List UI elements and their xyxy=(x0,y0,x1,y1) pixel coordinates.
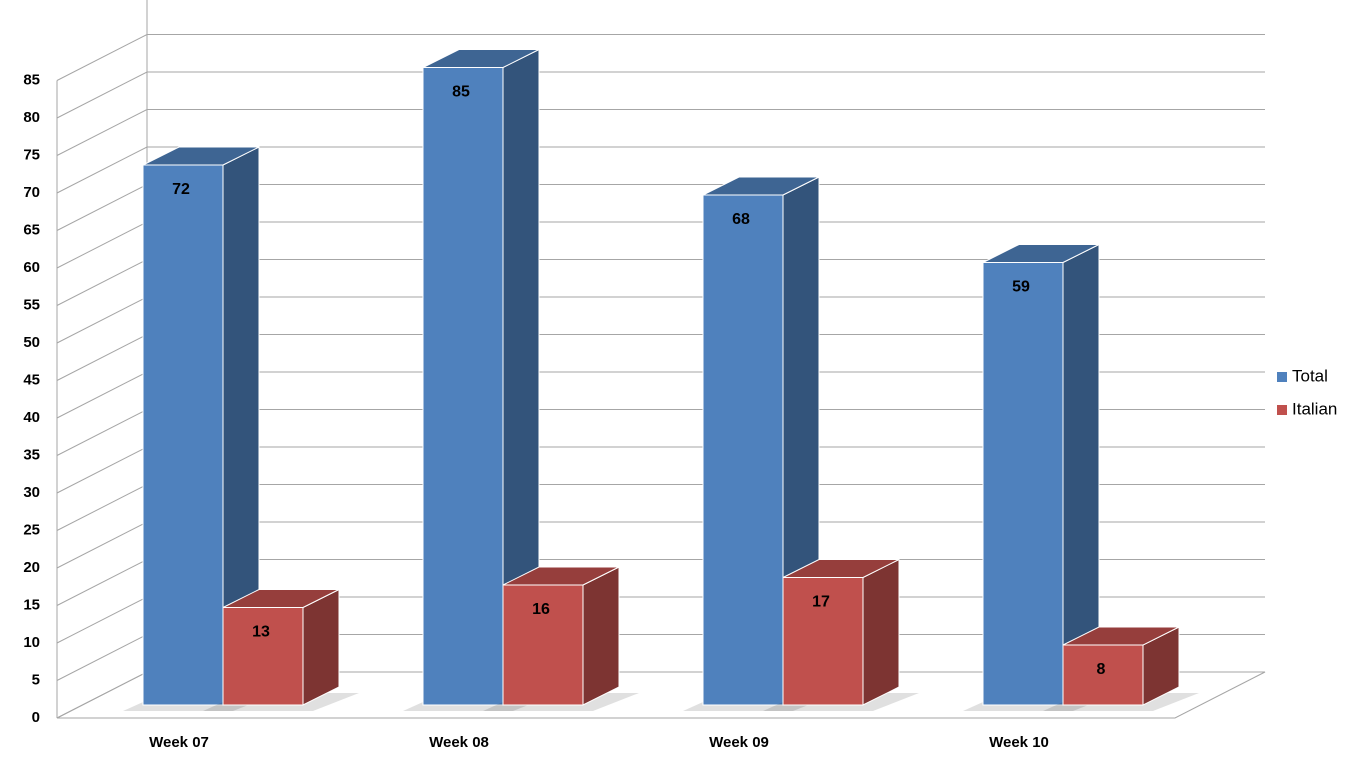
y-tick-label: 50 xyxy=(23,334,40,351)
value-label: 68 xyxy=(732,211,750,228)
legend-label: Italian xyxy=(1292,399,1337,418)
y-tick-label: 75 xyxy=(23,146,40,163)
grid-line xyxy=(56,71,1265,119)
legend-swatch xyxy=(1277,405,1287,415)
x-tick-label: Week 10 xyxy=(989,734,1049,751)
bar-side xyxy=(302,588,340,706)
y-tick-label: 55 xyxy=(23,296,40,313)
grid-line xyxy=(56,109,1265,156)
bar-front xyxy=(422,67,504,706)
y-tick-label: 15 xyxy=(23,596,40,613)
y-tick-label: 0 xyxy=(32,709,40,726)
bar-front xyxy=(142,164,224,706)
bar-front xyxy=(782,577,864,706)
bar-front xyxy=(982,262,1064,706)
x-tick-label: Week 09 xyxy=(709,734,769,751)
bar-front xyxy=(702,194,784,706)
value-label: 72 xyxy=(172,181,190,198)
value-label: 8 xyxy=(1097,661,1106,678)
x-tick-label: Week 07 xyxy=(149,734,209,751)
value-label: 16 xyxy=(532,601,550,618)
value-label: 13 xyxy=(252,624,270,641)
y-tick-label: 35 xyxy=(23,446,40,463)
y-tick-label: 10 xyxy=(23,634,40,651)
bar xyxy=(1043,626,1199,711)
y-tick-label: 65 xyxy=(23,221,40,238)
bar-front xyxy=(222,607,304,706)
y-tick-label: 45 xyxy=(23,371,40,388)
bar xyxy=(203,588,359,711)
y-tick-label: 70 xyxy=(23,184,40,201)
bar-front xyxy=(502,584,584,706)
bar-front xyxy=(1062,644,1144,706)
value-label: 17 xyxy=(812,594,830,611)
y-tick-label: 20 xyxy=(23,559,40,576)
x-tick-label: Week 08 xyxy=(429,734,489,751)
y-tick-label: 40 xyxy=(23,409,40,426)
legend-label: Total xyxy=(1292,366,1328,385)
y-tick-label: 25 xyxy=(23,521,40,538)
grid-line xyxy=(56,34,1265,81)
legend-swatch xyxy=(1277,372,1287,382)
y-tick-label: 80 xyxy=(23,109,40,126)
bar-side xyxy=(582,566,620,706)
bar-side xyxy=(862,558,900,706)
bar xyxy=(483,566,639,711)
bar xyxy=(763,558,919,711)
bar xyxy=(963,243,1119,711)
bar xyxy=(403,48,559,711)
y-tick-label: 30 xyxy=(23,484,40,501)
y-tick-label: 5 xyxy=(32,671,40,688)
y-tick-label: 85 xyxy=(23,71,40,88)
y-tick-label: 60 xyxy=(23,259,40,276)
value-label: 85 xyxy=(452,84,470,101)
value-label: 59 xyxy=(1012,279,1030,296)
grid-line xyxy=(56,146,1265,194)
